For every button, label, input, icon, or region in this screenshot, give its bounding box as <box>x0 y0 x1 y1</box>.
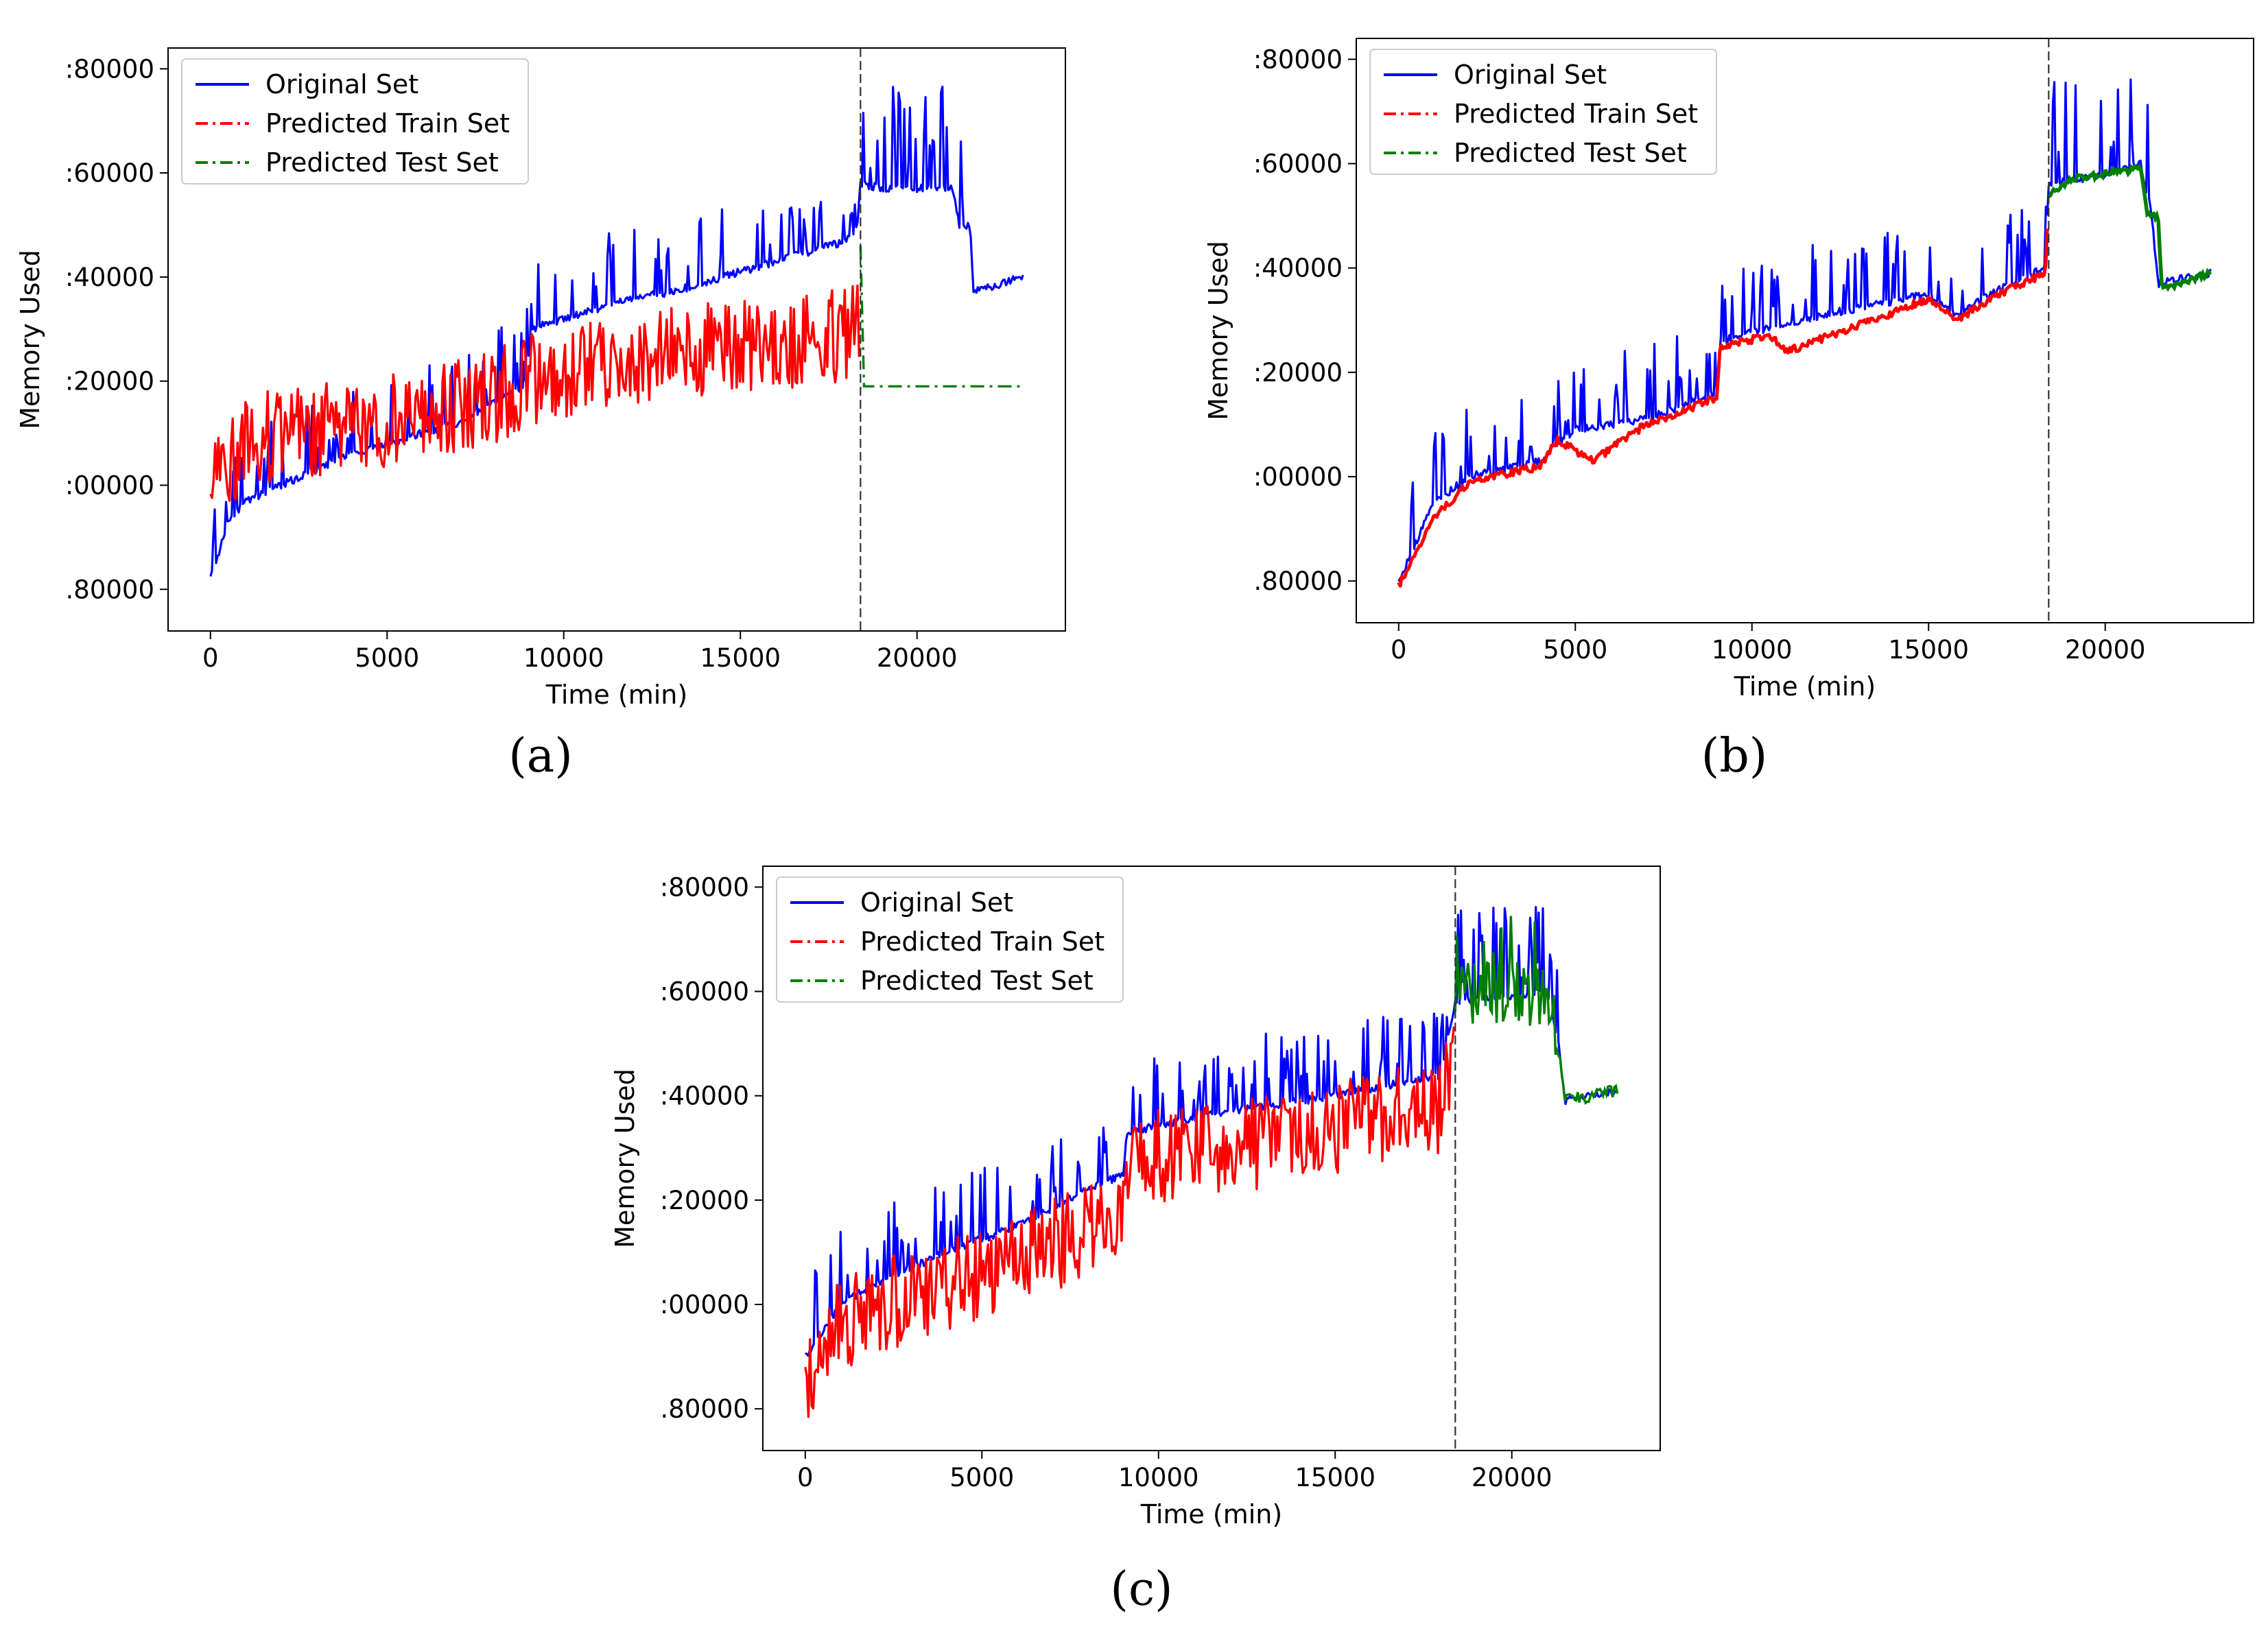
x-tick-label: 20000 <box>2065 635 2146 665</box>
y-tick-label: :40000 <box>65 263 154 292</box>
y-tick-label: :60000 <box>65 158 154 188</box>
x-tick-label: 15000 <box>700 643 781 673</box>
x-tick-label: 10000 <box>1712 635 1793 665</box>
panel-caption: (a) <box>508 729 573 783</box>
legend-predicted-test-set-label: Predicted Test Set <box>265 147 499 178</box>
y-axis-label: Memory Used <box>1203 241 1233 420</box>
panel-a: 0 5000 10000 15000 20000 .80000 :00000 :20000 :4… <box>15 47 1066 783</box>
y-tick-label: :20000 <box>65 367 154 396</box>
y-tick-label: :60000 <box>1253 150 1343 179</box>
x-tick-label: 5000 <box>355 643 419 673</box>
legend-box <box>1369 49 1717 175</box>
series-original-set <box>805 906 1618 1357</box>
panel-c: 0 5000 10000 15000 20000 .80000 :00000 :20000 :4… <box>610 866 1661 1617</box>
y-tick-label: :20000 <box>1253 358 1343 387</box>
legend-original-set-label: Original Set <box>1454 60 1607 90</box>
y-tick-label: .80000 <box>661 1394 749 1424</box>
x-tick-label: 0 <box>202 643 219 673</box>
y-tick-label: :60000 <box>660 977 749 1007</box>
x-tick-label: 10000 <box>523 643 604 673</box>
series-original-set <box>209 85 1024 577</box>
series-predicted-train-set <box>804 1026 1455 1418</box>
axes-frame <box>1356 38 2254 623</box>
y-axis-label: Memory Used <box>610 1069 640 1248</box>
x-axis-label: Time (min) <box>545 680 687 710</box>
y-tick-label: .80000 <box>66 575 154 604</box>
legend-predicted-train-set-label: Predicted Train Set <box>1454 99 1698 129</box>
legend: Original Set Predicted Train Set Predicted… <box>181 58 529 184</box>
legend-original-set-label: Original Set <box>860 887 1013 918</box>
legend-box <box>776 876 1124 1003</box>
series-predicted-train-set <box>209 284 860 502</box>
x-tick-label: 10000 <box>1118 1463 1199 1492</box>
y-tick-label: :00000 <box>660 1290 749 1320</box>
x-tick-label: 15000 <box>1888 635 1969 665</box>
plot-area <box>804 906 1619 1418</box>
legend-original-set-label: Original Set <box>265 69 418 99</box>
x-tick-label: 5000 <box>949 1463 1014 1492</box>
x-tick-label: 0 <box>797 1463 814 1492</box>
legend-predicted-train-set-label: Predicted Train Set <box>860 927 1105 957</box>
y-tick-label: :40000 <box>1253 254 1343 283</box>
plot-area <box>1397 78 2212 588</box>
y-tick-label: :80000 <box>65 54 154 84</box>
panel-caption: (c) <box>1110 1562 1172 1617</box>
series-predicted-test-set <box>2047 163 2212 292</box>
axes-frame <box>167 47 1066 632</box>
y-tick-label: :40000 <box>660 1082 749 1111</box>
x-tick-label: 0 <box>1391 635 1407 665</box>
x-tick-label: 20000 <box>877 643 958 673</box>
y-tick-label: :00000 <box>65 471 154 501</box>
x-tick-label: 15000 <box>1295 1463 1375 1492</box>
y-axis-label: Memory Used <box>15 250 45 429</box>
legend-predicted-test-set-label: Predicted Test Set <box>860 966 1094 996</box>
series-predicted-train-set <box>1397 228 2049 588</box>
x-tick-label: 5000 <box>1543 635 1607 665</box>
series-predicted-test-set <box>859 246 1024 387</box>
x-axis-label: Time (min) <box>1140 1499 1282 1529</box>
y-tick-label: :80000 <box>1253 45 1343 74</box>
y-tick-label: :00000 <box>1253 462 1343 492</box>
legend-box <box>181 58 529 184</box>
axes-frame <box>762 866 1661 1451</box>
x-tick-label: 20000 <box>1472 1463 1552 1492</box>
panel-caption: (b) <box>1701 729 1768 783</box>
x-axis-label: Time (min) <box>1734 671 1876 702</box>
legend-predicted-train-set-label: Predicted Train Set <box>265 108 510 139</box>
y-tick-label: .80000 <box>1254 566 1343 596</box>
legend: Original Set Predicted Train Set Predicted… <box>1369 49 1717 175</box>
panel-b: 0 5000 10000 15000 20000 .80000 :00000 :20000 :4… <box>1203 38 2254 783</box>
legend: Original Set Predicted Train Set Predicted… <box>776 876 1124 1003</box>
legend-predicted-test-set-label: Predicted Test Set <box>1454 138 1687 168</box>
plot-area <box>209 85 1024 577</box>
series-predicted-test-set <box>1454 916 1619 1106</box>
y-tick-label: :20000 <box>660 1186 749 1215</box>
y-tick-label: :80000 <box>660 872 749 902</box>
